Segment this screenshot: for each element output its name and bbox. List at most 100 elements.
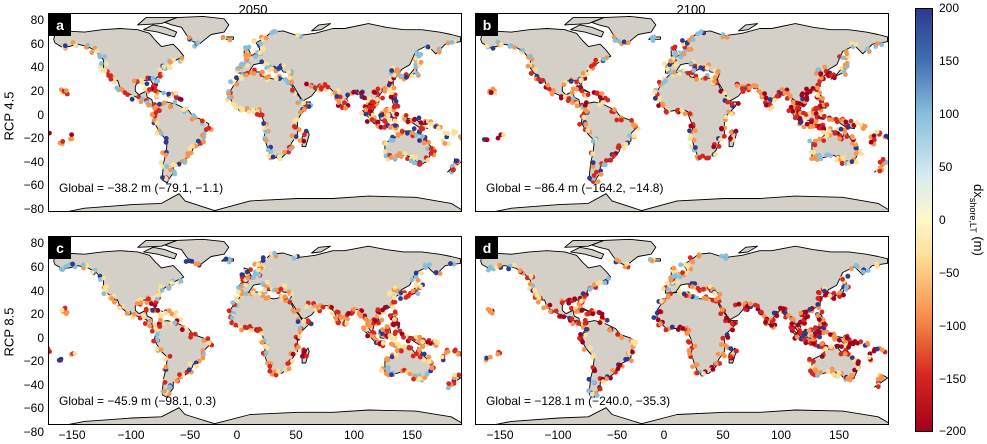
coastal-site-point (728, 129, 734, 135)
coastal-site-point (484, 137, 490, 143)
coastal-site-point (582, 317, 588, 323)
coastal-site-point (632, 123, 637, 128)
coastal-site-point (842, 130, 848, 135)
colorbar-title-main: dx (970, 184, 986, 198)
coastal-site-point (399, 129, 405, 134)
coastal-site-point (392, 92, 398, 98)
coastal-site-point (606, 276, 611, 281)
coastal-site-point (694, 295, 699, 301)
coastal-site-point (161, 64, 167, 69)
coastal-site-point (158, 317, 163, 323)
coastal-site-point (108, 76, 114, 82)
coastal-site-point (375, 86, 381, 92)
coastal-site-point (584, 71, 590, 77)
coastal-site-point (248, 328, 254, 333)
coastal-site-point (361, 326, 367, 332)
coastal-site-point (390, 304, 395, 310)
coastal-site-point (362, 95, 367, 101)
coastal-site-point (380, 327, 385, 332)
coastal-site-point (167, 104, 173, 110)
coastal-site-point (422, 262, 428, 268)
coastal-site-point (365, 333, 370, 339)
coastal-site-point (70, 261, 75, 267)
map-a (49, 15, 461, 211)
coastal-site-point (840, 55, 846, 61)
coastal-site-point (693, 145, 698, 151)
coastal-site-point (206, 340, 212, 346)
coastal-site-point (419, 270, 424, 276)
coastal-site-point (585, 128, 591, 133)
coastal-site-point (861, 269, 866, 275)
coastal-site-point (727, 354, 733, 360)
coastal-site-point (160, 175, 165, 180)
coastal-site-point (558, 95, 564, 101)
coastal-site-point (580, 70, 586, 76)
coastal-site-point (694, 77, 699, 82)
coastal-site-point (832, 75, 837, 81)
coastal-site-point (719, 307, 725, 312)
coastal-site-point (678, 262, 684, 268)
coastal-site-point (608, 157, 613, 163)
coastal-site-point (263, 35, 269, 41)
coastal-site-point (389, 90, 395, 96)
coastal-site-point (786, 108, 792, 114)
coastal-site-point (385, 112, 391, 118)
coastal-site-point (346, 311, 351, 316)
x-tick: −50 (606, 428, 628, 442)
coastal-site-point (125, 92, 130, 97)
coastal-site-point (581, 114, 587, 120)
coastal-site-point (772, 97, 778, 103)
coastal-site-point (590, 151, 595, 157)
coastal-site-point (417, 376, 422, 381)
coastal-site-point (818, 156, 824, 162)
coastal-site-point (190, 143, 195, 149)
coastal-site-point (276, 369, 281, 374)
coastal-site-point (884, 160, 888, 165)
coastal-site-point (874, 261, 879, 267)
coastal-site-point (421, 351, 427, 357)
coastal-site-point (826, 128, 832, 134)
coastal-site-point (296, 307, 301, 313)
coastal-site-point (579, 298, 584, 304)
coastal-site-point (741, 88, 746, 93)
coastal-site-point (600, 379, 606, 385)
coastal-site-point (701, 295, 707, 301)
coastal-site-point (332, 90, 338, 96)
coastal-site-point (728, 346, 734, 351)
y-tick: 20 (30, 307, 44, 321)
coastal-site-point (261, 121, 266, 126)
coastal-site-point (301, 100, 306, 106)
coastal-site-point (403, 113, 409, 118)
coastal-site-point (378, 113, 383, 118)
global-stat-a: Global = −38.2 m (−79.1, −1.1) (59, 181, 224, 195)
coastal-site-point (386, 117, 392, 122)
coastal-site-point (392, 285, 398, 290)
landmass-ellesmere (564, 17, 605, 26)
coastal-site-point (153, 88, 158, 94)
coastal-site-point (250, 290, 256, 296)
coastal-site-point (839, 161, 845, 167)
colorbar-tick: −200 (939, 424, 967, 438)
coastal-site-point (614, 117, 620, 123)
coastal-site-point (659, 299, 664, 304)
coastal-site-point (720, 32, 726, 37)
coastal-site-point (570, 86, 576, 92)
coastal-site-point (492, 90, 498, 96)
coastal-site-point (285, 361, 291, 366)
coastal-site-point (621, 39, 627, 45)
coastal-site-point (686, 327, 692, 333)
coastal-site-point (451, 261, 457, 267)
coastal-site-point (427, 262, 432, 268)
coastal-site-point (264, 61, 270, 67)
coastal-site-point (594, 169, 599, 175)
coastal-site-point (487, 309, 493, 315)
coastal-site-point (89, 270, 95, 275)
coastal-site-point (273, 372, 279, 378)
x-tick: 50 (289, 428, 303, 442)
coastal-site-point (517, 268, 523, 274)
coastal-site-point (673, 63, 679, 68)
coastal-site-point (460, 353, 461, 357)
coastal-site-point (101, 275, 107, 281)
coastal-site-point (398, 154, 404, 160)
coastal-site-point (703, 75, 708, 81)
